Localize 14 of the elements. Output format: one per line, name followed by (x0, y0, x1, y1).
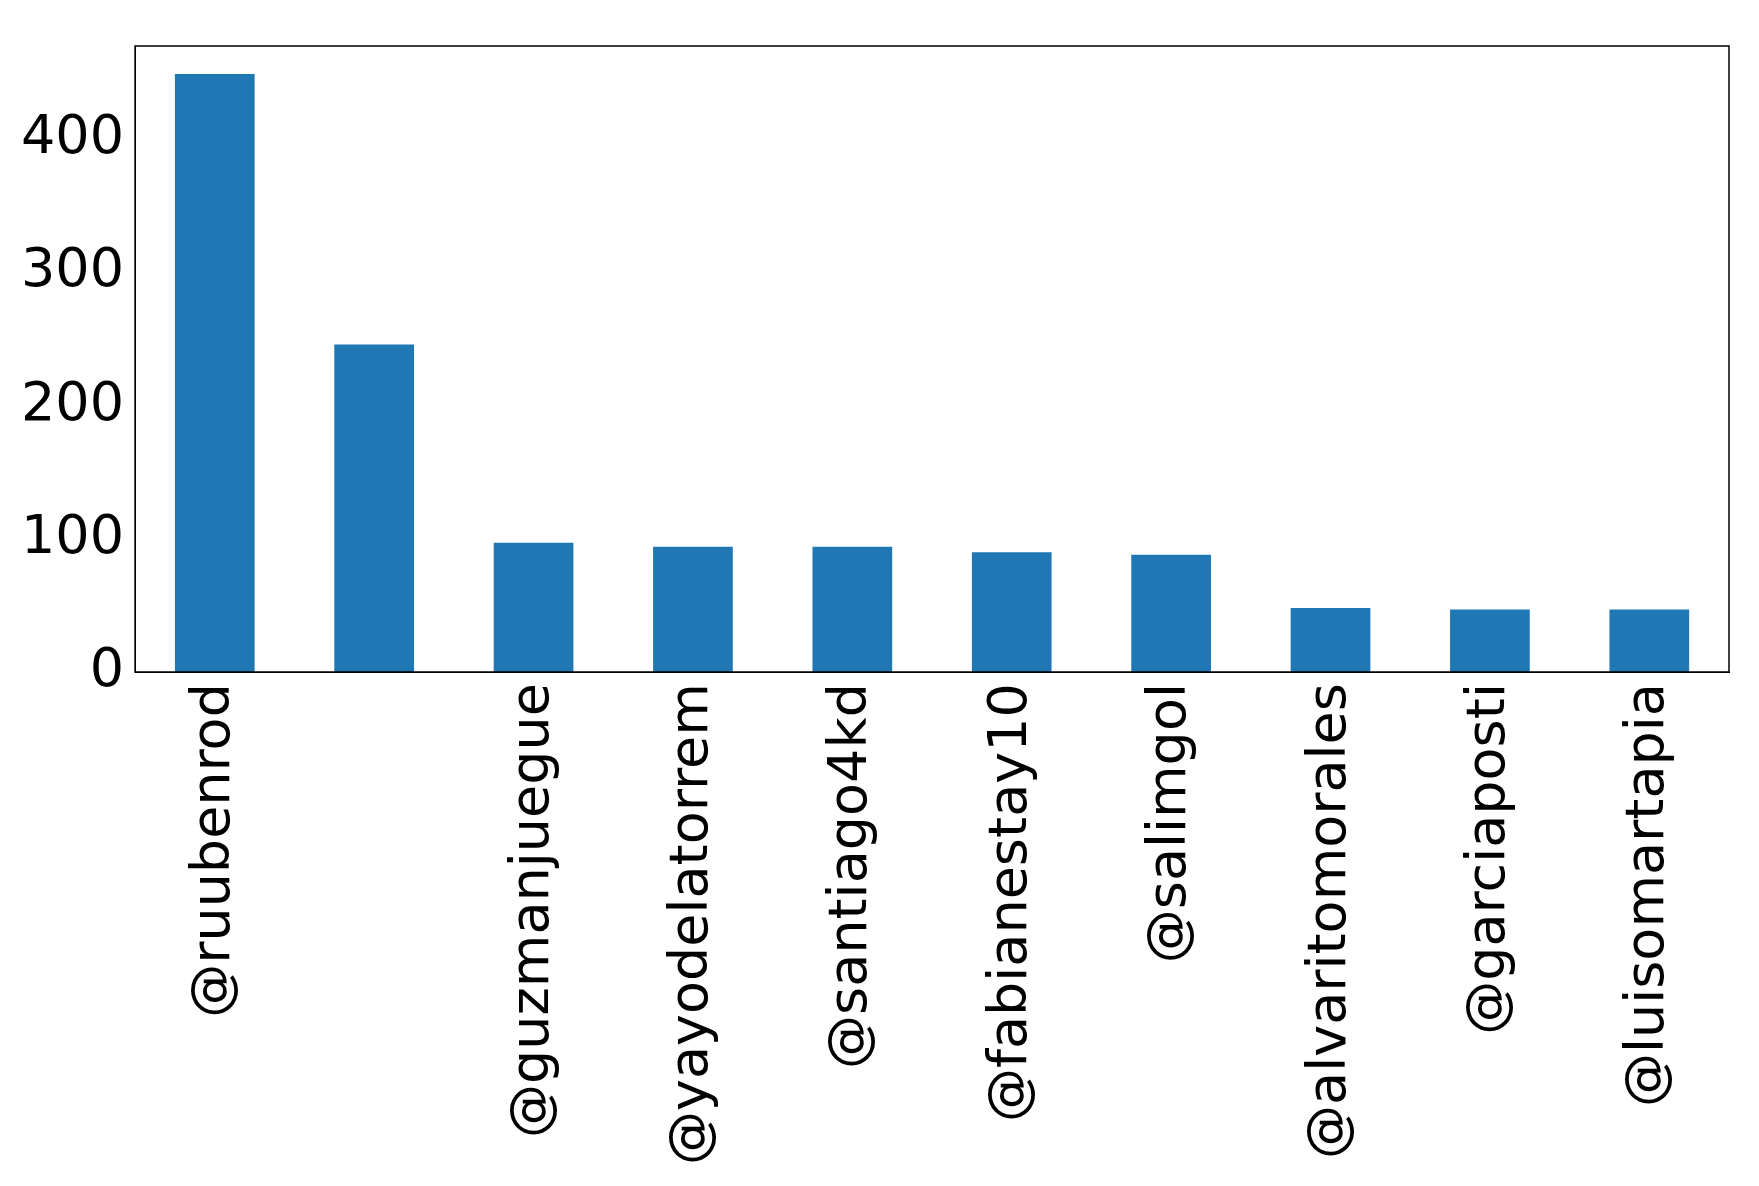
y-tick-label: 400 (20, 103, 125, 167)
x-tick-label: @luisomartapia (1613, 683, 1677, 1107)
x-tick-label: @guzmanjuegue (497, 683, 561, 1139)
y-tick-label: 200 (20, 369, 125, 433)
x-tick-label: @salimgol (1135, 683, 1199, 964)
y-tick-label: 100 (20, 502, 125, 566)
x-tick-label: @yayodelatorrem (656, 683, 720, 1166)
x-tick-label: @santiago4kd (816, 683, 880, 1069)
x-tick-label: @alvaritomorales (1294, 683, 1358, 1159)
x-tick-label: @ruubenrod (178, 683, 242, 1018)
x-tick-label: @fabianestay10 (975, 683, 1039, 1123)
y-tick-label: 300 (20, 236, 125, 300)
x-tick-label: @garciaposti (1453, 683, 1517, 1035)
y-tick-label: 0 (89, 636, 125, 700)
